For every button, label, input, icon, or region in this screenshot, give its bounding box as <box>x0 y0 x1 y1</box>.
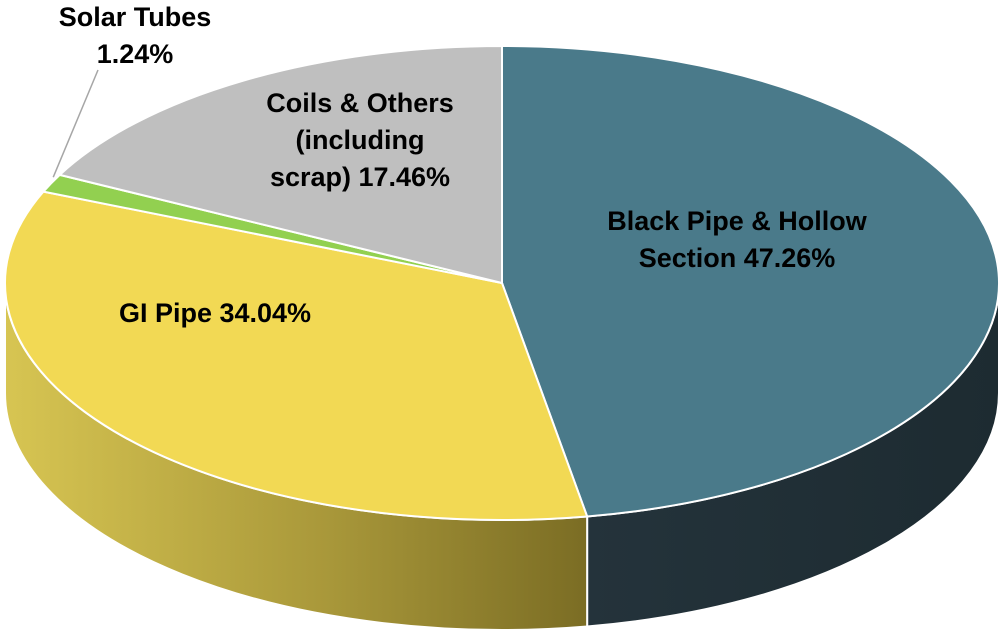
slice-coils-others <box>58 45 503 284</box>
data-label-coils-others: Coils & Others (including scrap) 17.46% <box>266 88 454 192</box>
data-label-solar-tubes: Solar Tubes 1.24% <box>59 2 212 69</box>
data-label-gi-pipe: GI Pipe 34.04% <box>119 298 311 328</box>
leader-line-solar-tubes <box>52 69 99 178</box>
slice-black-pipe <box>501 45 1000 518</box>
data-label-black-pipe: Black Pipe & Hollow Section 47.26% <box>607 206 868 273</box>
pie-labels: Black Pipe & Hollow Section 47.26% GI Pipe… <box>52 2 868 328</box>
pie-top-faces <box>4 45 1000 521</box>
slice-gi-pipe <box>4 190 589 521</box>
